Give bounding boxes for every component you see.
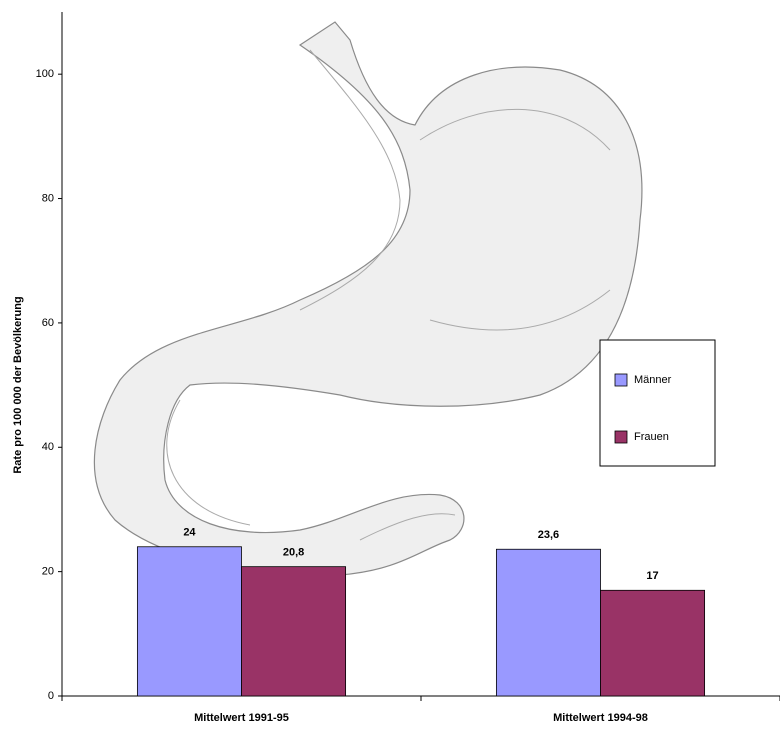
y-tick-label: 60 (42, 317, 54, 329)
chart: Rate pro 100 000 der Bevölkerung 0 20 40 60… (0, 0, 780, 731)
bar (137, 547, 241, 696)
page: {"chart_data": {"type": "bar", "ylabel":… (0, 0, 780, 731)
y-tick-label: 20 (42, 566, 54, 578)
value-label: 24 (183, 527, 196, 539)
stomach-outline (94, 22, 641, 576)
value-label: 17 (646, 570, 658, 582)
y-axis-label: Rate pro 100 000 der Bevölkerung (12, 296, 24, 473)
value-label: 23,6 (538, 529, 559, 541)
legend-swatch (615, 431, 627, 443)
legend-label: Frauen (634, 431, 669, 443)
x-tick-label: Mittelwert 1994-98 (553, 712, 648, 724)
y-tick-label: 80 (42, 192, 54, 204)
value-label: 20,8 (283, 547, 304, 559)
y-tick-label: 100 (36, 68, 54, 80)
x-tick-label: Mittelwert 1991-95 (194, 712, 289, 724)
bar (601, 590, 705, 696)
y-tick-label: 40 (42, 441, 54, 453)
y-tick-label: 0 (48, 690, 54, 702)
bar (496, 549, 600, 696)
legend-box (600, 340, 715, 466)
legend-swatch (615, 374, 627, 386)
bar (242, 567, 346, 696)
legend-label: Männer (634, 374, 672, 386)
stomach-illustration (94, 22, 641, 576)
